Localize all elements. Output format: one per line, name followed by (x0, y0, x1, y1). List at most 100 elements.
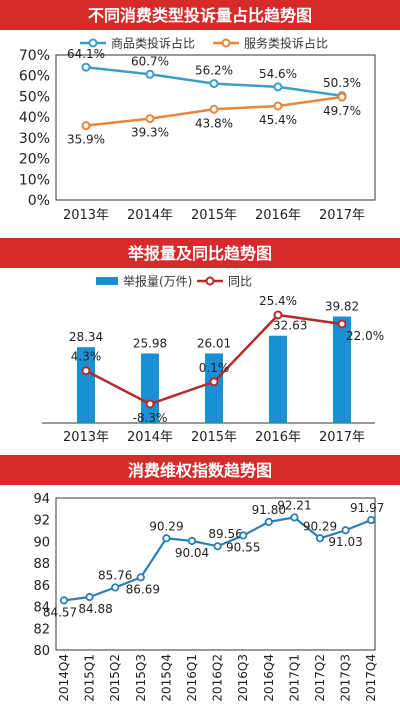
y-tick-label: 88 (33, 557, 50, 572)
data-point (85, 592, 94, 602)
y-tick-label: 0% (28, 193, 50, 209)
data-point (239, 531, 248, 540)
data-label: 90.29 (149, 519, 183, 533)
x-tick-label: 2016Q2 (211, 654, 225, 702)
data-label: 49.7% (323, 104, 361, 118)
x-tick-label: 2015年 (191, 208, 237, 223)
x-tick-label: 2014年 (127, 430, 173, 445)
x-tick-label: 2014年 (127, 208, 173, 223)
data-label: 50.3% (323, 76, 361, 90)
data-point (315, 534, 325, 543)
x-tick-label: 2016年 (255, 430, 301, 445)
data-label: 56.2% (195, 64, 233, 78)
x-tick-label: 2017Q2 (313, 654, 327, 702)
data-label: 43.8% (195, 116, 233, 130)
data-label: 90.04 (175, 546, 209, 560)
data-label: 90.29 (303, 519, 337, 533)
data-point (111, 583, 120, 592)
data-label: 35.9% (67, 133, 105, 147)
data-point (162, 534, 171, 543)
data-label: 60.7% (131, 54, 169, 68)
legend-item-services-marker (221, 38, 231, 48)
yoy-label: 4.3% (71, 350, 102, 364)
data-label: 92.21 (277, 498, 311, 512)
y-tick-label: 70% (19, 48, 50, 64)
bar (333, 316, 351, 423)
yoy-label: 0.1% (199, 361, 230, 375)
legend-item-reports: 举报量(万件) (123, 274, 192, 289)
yoy-label: 25.4% (259, 294, 297, 308)
x-tick-label: 2017年 (319, 208, 365, 223)
bar (141, 353, 159, 423)
data-label: 90.55 (226, 540, 260, 554)
data-label: 84.57 (43, 605, 77, 619)
plot-frame (55, 54, 376, 201)
y-tick-label: 40% (19, 110, 50, 126)
bar-value-label: 25.98 (133, 337, 167, 351)
bar-value-label: 39.82 (325, 299, 359, 313)
bar (77, 347, 95, 423)
y-tick-label: 84 (33, 601, 50, 616)
data-point (81, 62, 91, 72)
data-label: 84.88 (78, 602, 112, 616)
data-point (367, 515, 376, 525)
title-banner (0, 455, 400, 485)
x-tick-label: 2016Q1 (185, 654, 199, 702)
bar-value-label: 28.34 (69, 330, 103, 344)
data-label: 39.3% (131, 126, 169, 140)
yoy-label: 22.0% (346, 329, 384, 343)
yoy-point (145, 399, 155, 409)
legend-item-services: 服务类投诉占比 (244, 36, 328, 51)
x-tick-label: 2017Q1 (287, 654, 301, 702)
data-point (136, 573, 145, 582)
yoy-point (81, 366, 91, 376)
yoy-point (209, 377, 219, 387)
data-point (145, 114, 155, 124)
bar (269, 335, 287, 423)
y-tick-label: 60% (19, 69, 50, 85)
x-tick-label: 2015Q2 (108, 654, 122, 702)
data-point (145, 69, 155, 79)
legend-item-yoy-marker (205, 276, 215, 286)
y-tick-label: 90 (33, 535, 50, 550)
data-point (213, 542, 222, 551)
data-point (209, 79, 219, 89)
data-label: 91.97 (350, 501, 384, 515)
data-point (81, 121, 91, 131)
bar (205, 353, 223, 423)
chart-title: 消费维权指数趋势图 (128, 461, 272, 480)
y-tick-label: 92 (33, 514, 50, 529)
data-point (264, 517, 273, 526)
data-point (273, 101, 283, 111)
y-tick-label: 50% (19, 89, 50, 105)
x-tick-label: 2017Q3 (339, 654, 353, 702)
data-point (290, 513, 299, 522)
bar-value-label: 26.01 (197, 336, 231, 350)
data-label: 45.4% (259, 113, 297, 127)
title-banner (0, 0, 400, 30)
x-tick-label: 2013年 (63, 430, 109, 445)
plot-frame (55, 497, 376, 651)
chart-title: 举报量及同比趋势图 (127, 244, 272, 263)
y-tick-label: 10% (19, 172, 50, 188)
legend-item-goods: 商品类投诉占比 (111, 36, 195, 51)
y-tick-label: 94 (33, 492, 50, 507)
yoy-point (273, 310, 283, 320)
data-label: 64.1% (67, 47, 105, 61)
data-label: 86.69 (126, 582, 160, 596)
y-tick-label: 80 (33, 644, 50, 659)
data-label: 91.03 (328, 535, 362, 549)
legend-item-reports-swatch (96, 277, 118, 285)
y-tick-label: 30% (19, 131, 50, 147)
x-tick-label: 2015年 (191, 430, 237, 445)
x-tick-label: 2015Q4 (159, 654, 173, 702)
x-tick-label: 2017Q4 (364, 654, 378, 702)
data-label: 89.56 (208, 527, 242, 541)
data-point (209, 104, 219, 114)
x-tick-label: 2016Q3 (236, 654, 250, 702)
yoy-point (337, 319, 347, 329)
bar-value-label: 32.63 (273, 319, 307, 333)
data-point (273, 82, 283, 92)
